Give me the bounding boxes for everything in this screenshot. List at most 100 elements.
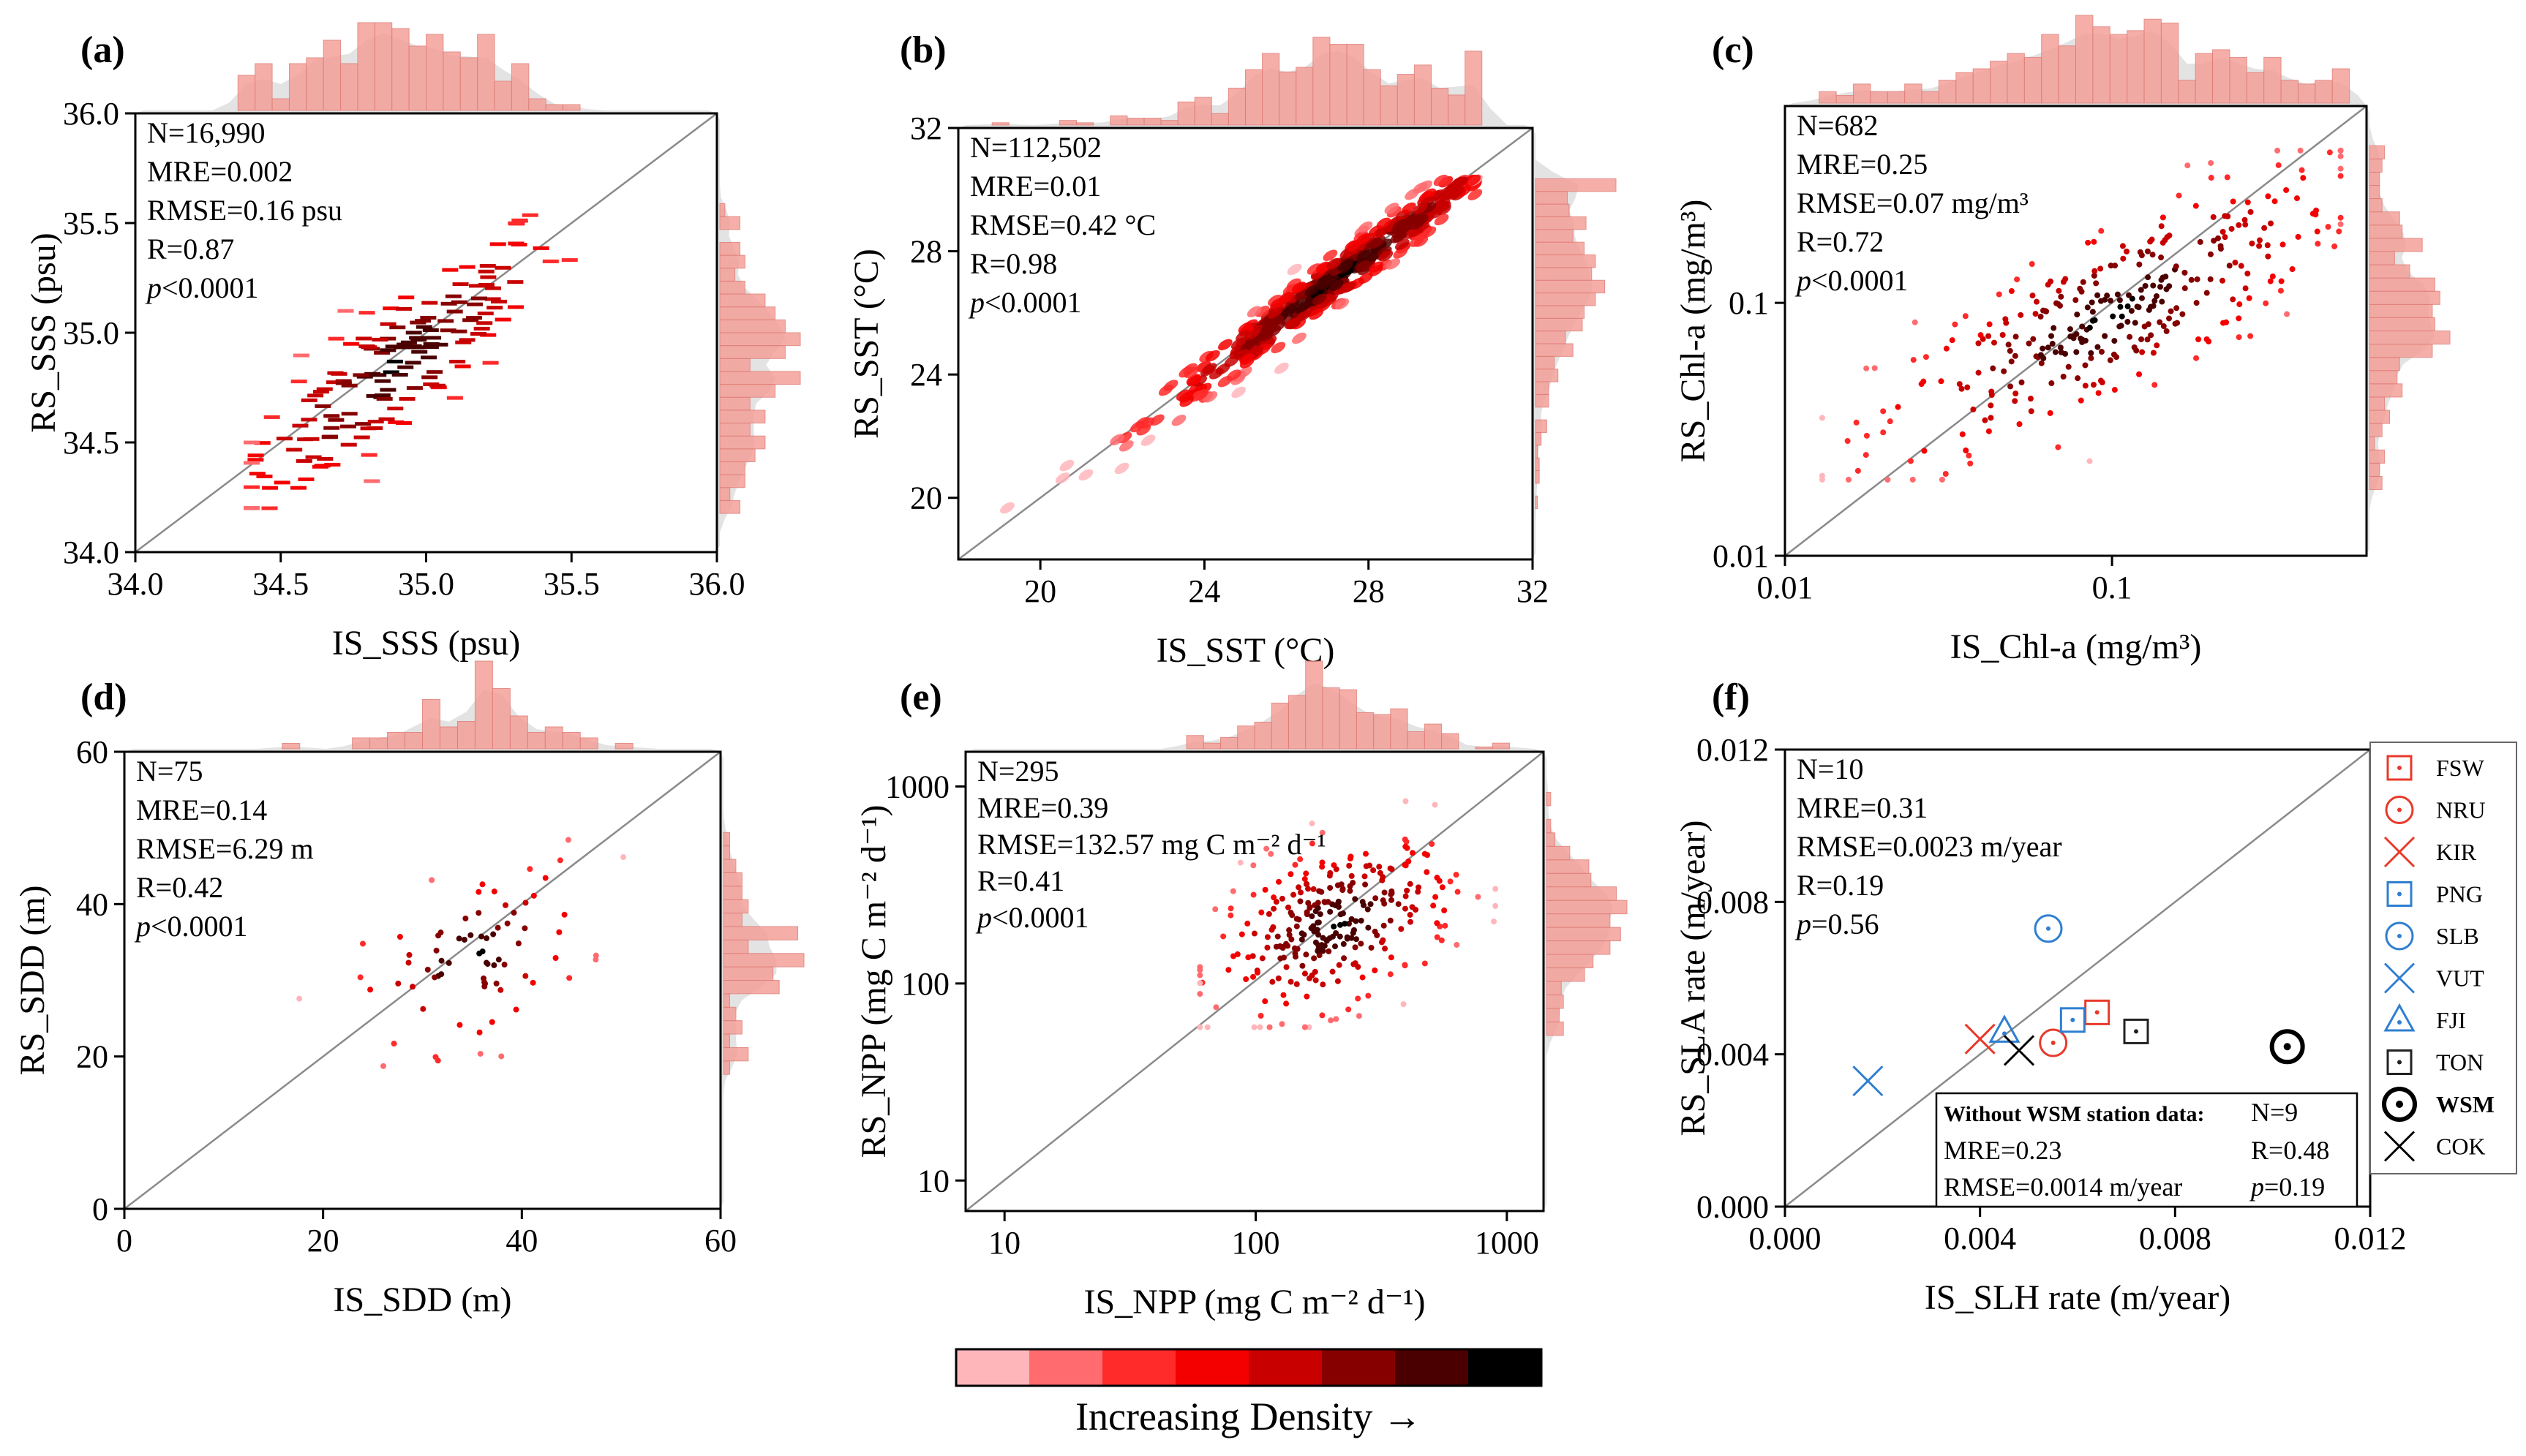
data-point (1368, 237, 1383, 249)
data-point (1293, 923, 1300, 929)
data-point (2108, 263, 2114, 269)
top-histogram-bar (1397, 74, 1415, 126)
data-point (2188, 276, 2195, 283)
data-point (405, 959, 412, 966)
data-point (1434, 214, 1449, 226)
top-histogram-bar (357, 22, 375, 111)
data-point (1361, 873, 1368, 880)
data-point (2149, 236, 2155, 243)
top-histogram-bar (1288, 695, 1307, 750)
right-histogram-bar (1546, 913, 1611, 928)
colorbar-swatches (956, 1349, 1541, 1386)
data-point (1415, 222, 1430, 234)
colorbar-swatch (1468, 1349, 1541, 1386)
x-tick-label: 0.012 (2334, 1221, 2407, 1256)
data-point (315, 404, 331, 408)
data-point (484, 959, 490, 966)
data-point (1895, 404, 1901, 410)
data-point (2033, 353, 2040, 360)
data-point (1975, 340, 1982, 347)
data-point (2278, 278, 2285, 284)
data-point (2008, 358, 2015, 365)
data-point (1347, 853, 1354, 860)
top-histogram-bar (1329, 43, 1347, 126)
data-point (484, 935, 490, 942)
right-histogram-bar (723, 993, 730, 1008)
data-point (244, 506, 260, 510)
data-point (1990, 365, 1996, 371)
data-point (2008, 288, 2015, 295)
right-histogram-bar (719, 216, 740, 230)
data-point (2057, 344, 2064, 351)
one-to-one-line (1784, 105, 2367, 557)
data-point (489, 242, 506, 246)
data-point (1402, 905, 1408, 912)
data-point (409, 336, 426, 340)
top-histogram-bar (1143, 118, 1162, 126)
data-point (1317, 279, 1333, 290)
data-point (2144, 336, 2151, 343)
data-point (1388, 954, 1394, 961)
data-point (484, 286, 501, 290)
data-point (2325, 224, 2331, 230)
data-point (2098, 349, 2105, 355)
top-histogram-bar (2092, 26, 2110, 104)
data-point (2117, 303, 2124, 310)
data-point (561, 258, 578, 263)
data-point (1376, 217, 1391, 230)
data-point (1991, 339, 1997, 346)
data-point (1367, 901, 1374, 908)
data-point (2166, 233, 2173, 239)
data-point (2247, 208, 2254, 215)
top-histogram-bar (2246, 72, 2265, 104)
data-point (1380, 937, 1386, 943)
data-point (2232, 260, 2239, 266)
legend-marker-vut (2383, 962, 2416, 994)
data-point (1436, 200, 1451, 213)
data-point (2174, 320, 2181, 326)
top-histogram-bar (1177, 101, 1195, 126)
data-point (1298, 936, 1305, 943)
data-point (2173, 305, 2180, 312)
data-point (1819, 476, 1825, 483)
data-point (1337, 911, 1344, 918)
data-point (1421, 850, 1428, 857)
data-point (2111, 338, 2118, 344)
data-point (1235, 349, 1250, 361)
data-point (2230, 296, 2236, 303)
data-point (2091, 317, 2098, 323)
top-histogram-bar (1194, 97, 1212, 126)
data-point (2138, 336, 2145, 342)
data-point (2138, 287, 2144, 293)
x-axis-label: IS_SST (°C) (1157, 631, 1335, 670)
data-point (1329, 968, 1336, 975)
data-point (1331, 923, 1337, 929)
top-histogram-bar (1228, 87, 1246, 126)
data-point (478, 269, 495, 274)
stat-mre: MRE=0.01 (970, 170, 1101, 203)
colorbar-swatch (1102, 1349, 1176, 1386)
panel-label: (b) (900, 29, 947, 71)
data-point (477, 1050, 484, 1057)
right-histogram-bar (1535, 343, 1574, 357)
data-point (358, 311, 375, 315)
legend-marker-ton (2386, 1049, 2413, 1075)
scatter-points (296, 837, 627, 1069)
right-histogram-bar (719, 384, 776, 398)
data-point (2014, 276, 2021, 283)
data-point (1395, 901, 1402, 908)
data-point (2033, 298, 2040, 305)
data-point (1203, 391, 1218, 403)
data-point (1350, 927, 1357, 933)
data-point (2089, 309, 2096, 315)
legend-label-vut: VUT (2436, 965, 2484, 992)
right-histogram-bar (1535, 254, 1596, 268)
data-point (1305, 899, 1312, 906)
subset-stats-box: Without WSM station data: N=9 MRE=0.23 R=0.… (1935, 1092, 2358, 1208)
data-point (312, 390, 329, 394)
data-point (1909, 476, 1916, 483)
data-point (1258, 909, 1265, 916)
data-point (1977, 332, 1984, 339)
one-to-one-line (124, 751, 721, 1210)
data-point (1345, 1006, 1352, 1013)
